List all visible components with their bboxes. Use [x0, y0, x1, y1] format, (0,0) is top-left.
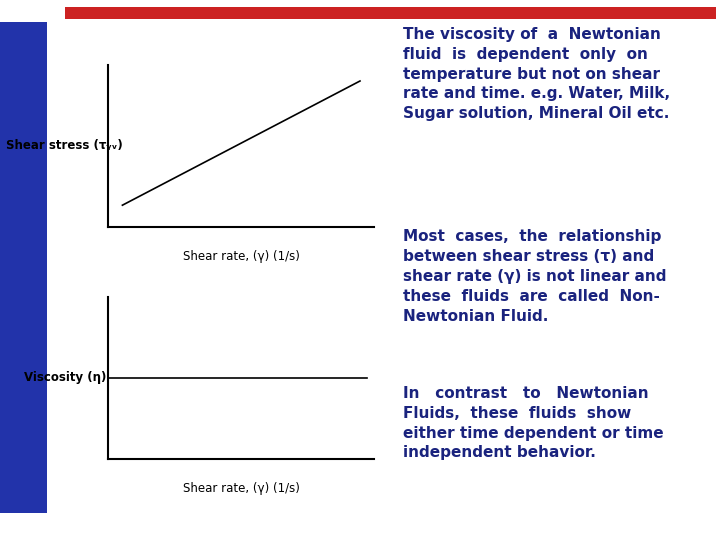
Text: Shear rate, (γ) (1/s): Shear rate, (γ) (1/s) — [183, 482, 300, 495]
Bar — [0, 22, 47, 513]
Bar — [65, 7, 716, 19]
Text: Most  cases,  the  relationship
between shear stress (τ) and
shear rate (γ) is n: Most cases, the relationship between she… — [403, 230, 667, 323]
Text: Viscosity (η): Viscosity (η) — [24, 372, 106, 384]
Text: Shear stress (τᵧᵥ): Shear stress (τᵧᵥ) — [6, 139, 123, 152]
Text: Shear rate, (γ) (1/s): Shear rate, (γ) (1/s) — [183, 250, 300, 263]
Text: In   contrast   to   Newtonian
Fluids,  these  fluids  show
either time dependen: In contrast to Newtonian Fluids, these f… — [403, 386, 664, 461]
Text: The viscosity of  a  Newtonian
fluid  is  dependent  only  on
temperature but no: The viscosity of a Newtonian fluid is de… — [403, 27, 670, 121]
